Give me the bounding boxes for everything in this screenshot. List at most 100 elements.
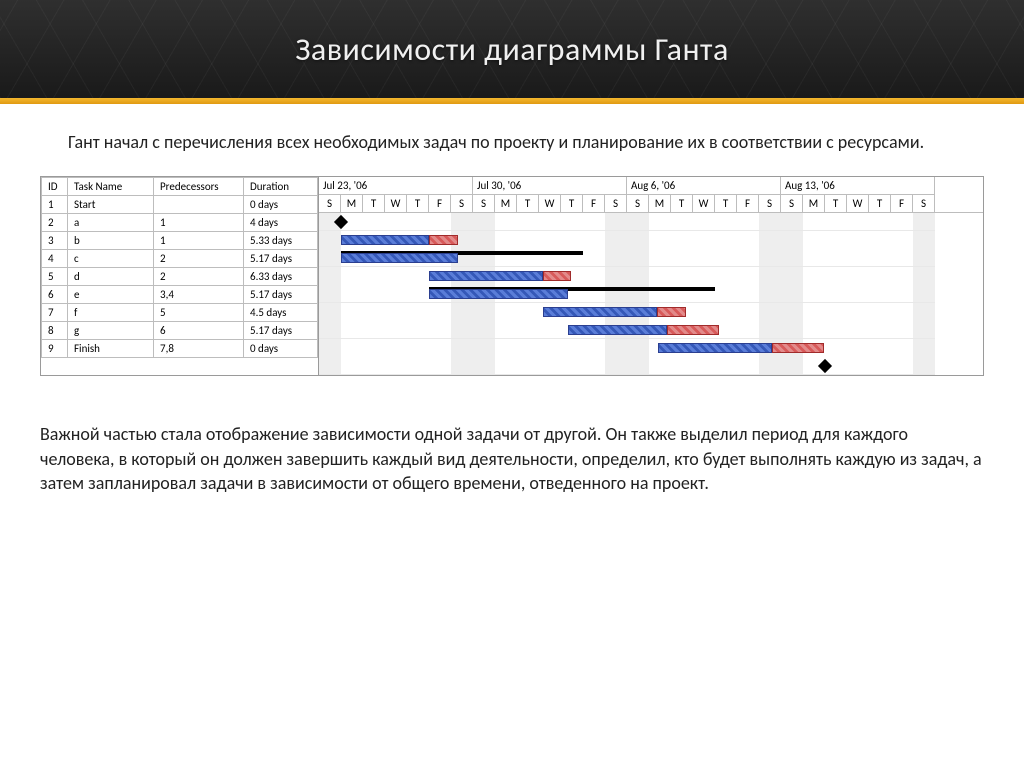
table-row: 3b15.33 days bbox=[42, 232, 318, 250]
chart-row bbox=[319, 357, 935, 375]
cell-dur: 4.5 days bbox=[244, 304, 318, 322]
table-row: 2a14 days bbox=[42, 214, 318, 232]
day-header: T bbox=[363, 195, 385, 212]
task-bar bbox=[341, 235, 429, 245]
cell-id: 1 bbox=[42, 196, 68, 214]
day-header: F bbox=[737, 195, 759, 212]
slack-bar bbox=[429, 235, 458, 245]
cell-name: g bbox=[68, 322, 154, 340]
day-header: S bbox=[605, 195, 627, 212]
table-row: 1Start 0 days bbox=[42, 196, 318, 214]
day-header: T bbox=[561, 195, 583, 212]
cell-id: 2 bbox=[42, 214, 68, 232]
day-header: F bbox=[429, 195, 451, 212]
cell-dur: 5.17 days bbox=[244, 250, 318, 268]
day-header: M bbox=[649, 195, 671, 212]
cell-id: 3 bbox=[42, 232, 68, 250]
cell-dur: 4 days bbox=[244, 214, 318, 232]
table-row: 8g65.17 days bbox=[42, 322, 318, 340]
day-header: S bbox=[759, 195, 781, 212]
cell-pred: 5 bbox=[154, 304, 244, 322]
col-header-dur: Duration bbox=[244, 178, 318, 196]
day-header: T bbox=[825, 195, 847, 212]
day-header: T bbox=[869, 195, 891, 212]
table-row: 6e3,45.17 days bbox=[42, 286, 318, 304]
day-header: T bbox=[407, 195, 429, 212]
day-header: W bbox=[847, 195, 869, 212]
slide-title: Зависимости диаграммы Ганта bbox=[295, 30, 729, 69]
day-header: W bbox=[539, 195, 561, 212]
week-header: Jul 23, '06 bbox=[319, 177, 473, 195]
day-header: F bbox=[891, 195, 913, 212]
cell-dur: 5.17 days bbox=[244, 322, 318, 340]
cell-pred: 3,4 bbox=[154, 286, 244, 304]
day-header: W bbox=[693, 195, 715, 212]
table-row: 9Finish7,80 days bbox=[42, 340, 318, 358]
outro-paragraph: Важной частью стала отображение зависимо… bbox=[40, 422, 984, 495]
week-header: Jul 30, '06 bbox=[473, 177, 627, 195]
col-header-name: Task Name bbox=[68, 178, 154, 196]
task-bar bbox=[543, 307, 657, 317]
cell-name: b bbox=[68, 232, 154, 250]
cell-pred bbox=[154, 196, 244, 214]
day-header: S bbox=[627, 195, 649, 212]
task-bar bbox=[568, 325, 667, 335]
cell-id: 5 bbox=[42, 268, 68, 286]
slack-bar bbox=[543, 271, 572, 281]
cell-pred: 1 bbox=[154, 214, 244, 232]
day-header: M bbox=[341, 195, 363, 212]
cell-name: Start bbox=[68, 196, 154, 214]
table-row: 5d26.33 days bbox=[42, 268, 318, 286]
timeline-header: Jul 23, '06Jul 30, '06Aug 6, '06Aug 13, … bbox=[319, 177, 983, 213]
day-header: M bbox=[803, 195, 825, 212]
cell-pred: 2 bbox=[154, 268, 244, 286]
cell-dur: 5.33 days bbox=[244, 232, 318, 250]
slack-bar bbox=[772, 343, 825, 353]
col-header-pred: Predecessors bbox=[154, 178, 244, 196]
day-header: S bbox=[473, 195, 495, 212]
col-header-id: ID bbox=[42, 178, 68, 196]
day-header: M bbox=[495, 195, 517, 212]
day-header: F bbox=[583, 195, 605, 212]
day-header: W bbox=[385, 195, 407, 212]
task-table: ID Task Name Predecessors Duration 1Star… bbox=[41, 177, 319, 375]
cell-pred: 1 bbox=[154, 232, 244, 250]
cell-dur: 6.33 days bbox=[244, 268, 318, 286]
task-bar bbox=[658, 343, 772, 353]
week-header: Aug 13, '06 bbox=[781, 177, 935, 195]
cell-pred: 7,8 bbox=[154, 340, 244, 358]
slide-content: Гант начал с перечисления всех необходим… bbox=[0, 104, 1024, 495]
day-header: S bbox=[781, 195, 803, 212]
week-header: Aug 6, '06 bbox=[627, 177, 781, 195]
day-header: S bbox=[451, 195, 473, 212]
slack-bar bbox=[667, 325, 720, 335]
day-header: S bbox=[913, 195, 935, 212]
task-bar bbox=[429, 289, 568, 299]
table-row: 4c25.17 days bbox=[42, 250, 318, 268]
task-bar bbox=[341, 253, 458, 263]
cell-name: d bbox=[68, 268, 154, 286]
cell-name: f bbox=[68, 304, 154, 322]
chart-body bbox=[319, 213, 935, 375]
cell-id: 7 bbox=[42, 304, 68, 322]
timeline-area: Jul 23, '06Jul 30, '06Aug 6, '06Aug 13, … bbox=[319, 177, 983, 375]
table-row: 7f54.5 days bbox=[42, 304, 318, 322]
day-header: T bbox=[671, 195, 693, 212]
cell-id: 4 bbox=[42, 250, 68, 268]
gantt-chart: ID Task Name Predecessors Duration 1Star… bbox=[40, 176, 984, 376]
chart-row bbox=[319, 213, 935, 231]
cell-name: a bbox=[68, 214, 154, 232]
cell-pred: 2 bbox=[154, 250, 244, 268]
intro-paragraph: Гант начал с перечисления всех необходим… bbox=[40, 130, 984, 154]
cell-id: 8 bbox=[42, 322, 68, 340]
cell-dur: 0 days bbox=[244, 340, 318, 358]
cell-id: 9 bbox=[42, 340, 68, 358]
cell-name: e bbox=[68, 286, 154, 304]
cell-name: Finish bbox=[68, 340, 154, 358]
cell-dur: 5.17 days bbox=[244, 286, 318, 304]
cell-dur: 0 days bbox=[244, 196, 318, 214]
slack-bar bbox=[657, 307, 686, 317]
cell-id: 6 bbox=[42, 286, 68, 304]
day-header: S bbox=[319, 195, 341, 212]
task-bar bbox=[429, 271, 543, 281]
